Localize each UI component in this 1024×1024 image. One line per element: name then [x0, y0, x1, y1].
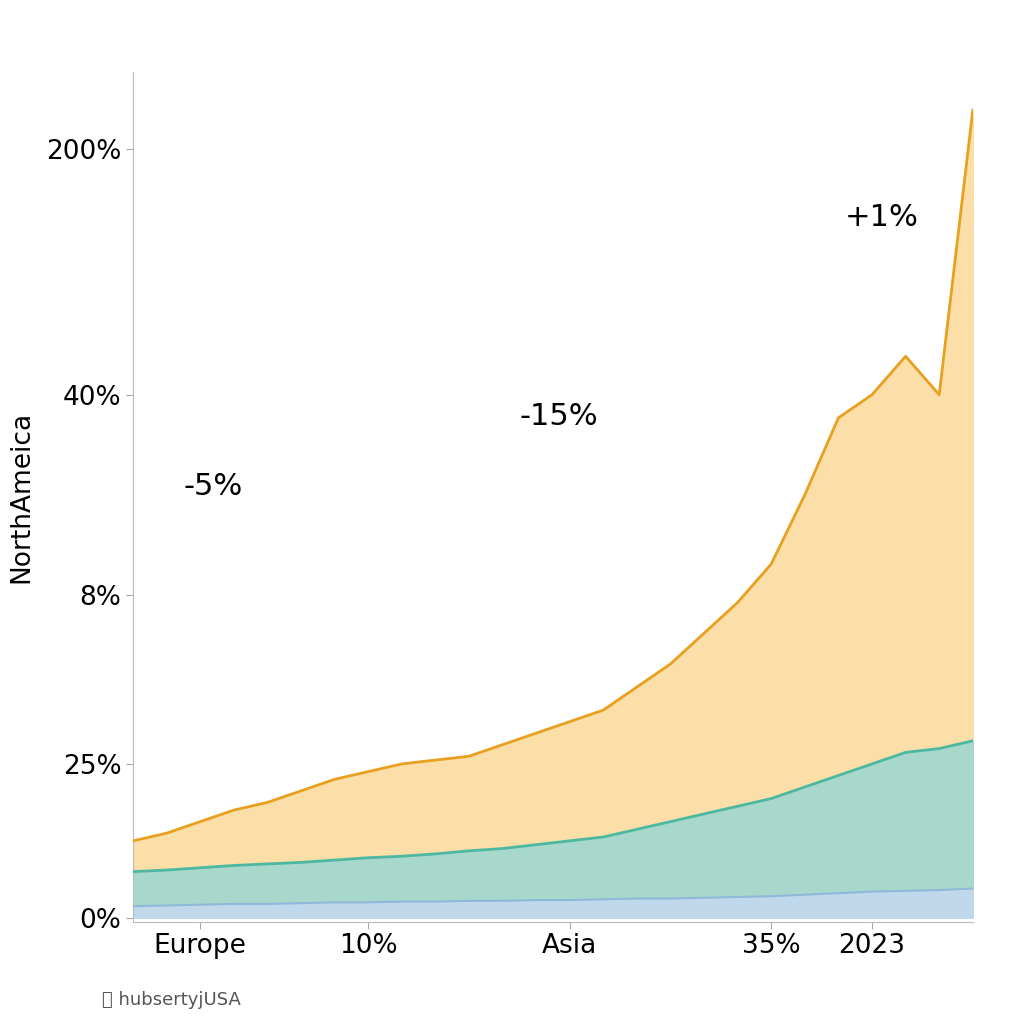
- Text: +1%: +1%: [845, 203, 920, 231]
- Text: 🐦 hubsertyjUSA: 🐦 hubsertyjUSA: [102, 990, 242, 1009]
- Text: -15%: -15%: [519, 402, 598, 431]
- Y-axis label: NorthAmeica: NorthAmeica: [9, 411, 35, 583]
- Text: -5%: -5%: [183, 472, 243, 501]
